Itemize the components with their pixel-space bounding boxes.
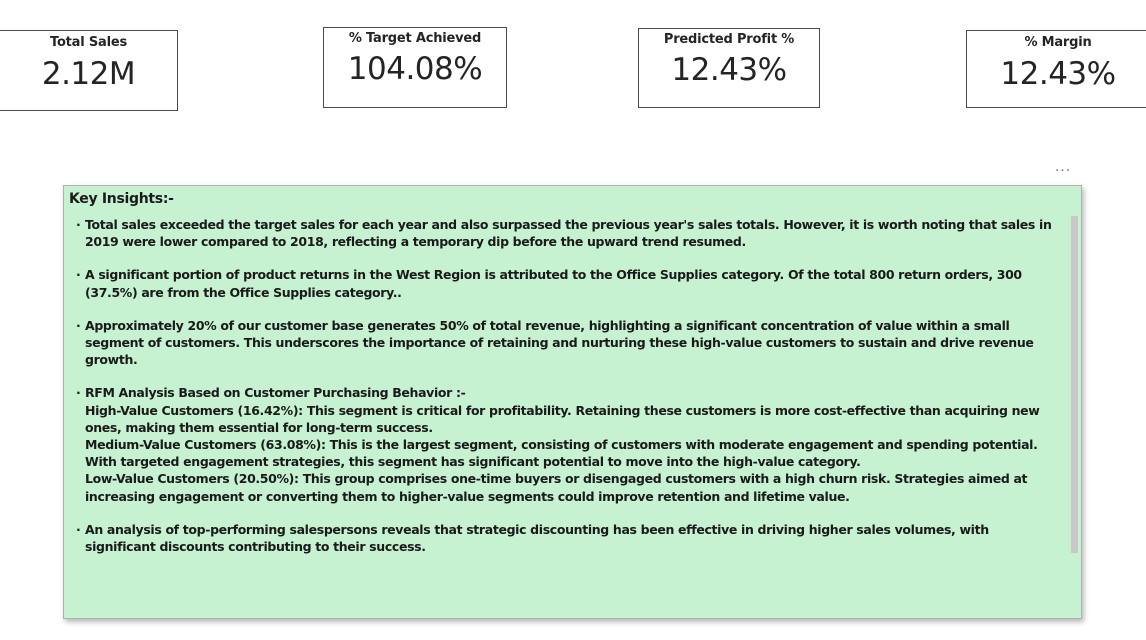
kpi-label: Total Sales bbox=[50, 35, 127, 50]
insight-item: An analysis of top-performing salesperso… bbox=[76, 521, 1060, 555]
kpi-value: 12.43% bbox=[1000, 56, 1116, 92]
insight-heading: RFM Analysis Based on Customer Purchasin… bbox=[85, 385, 466, 401]
kpi-label: % Target Achieved bbox=[348, 31, 482, 46]
kpi-card-total-sales: Total Sales 2.12M bbox=[0, 30, 178, 111]
kpi-value: 2.12M bbox=[41, 56, 136, 92]
vertical-scrollbar[interactable] bbox=[1071, 216, 1078, 553]
kpi-label: % Margin bbox=[1024, 35, 1092, 50]
insight-text: Low-Value Customers (20.50%): This group… bbox=[85, 471, 1028, 504]
insight-item: Total sales exceeded the target sales fo… bbox=[76, 216, 1060, 250]
more-options-icon[interactable]: ... bbox=[1054, 159, 1072, 175]
kpi-value: 104.08% bbox=[347, 51, 483, 87]
insights-list: Total sales exceeded the target sales fo… bbox=[76, 216, 1060, 571]
insight-item: A significant portion of product returns… bbox=[76, 266, 1060, 300]
insight-text: A significant portion of product returns… bbox=[85, 267, 1022, 300]
kpi-card-margin: % Margin 12.43% bbox=[966, 30, 1146, 108]
kpi-label: Predicted Profit % bbox=[663, 32, 795, 47]
insight-text: Approximately 20% of our customer base g… bbox=[85, 317, 1034, 368]
insight-text: Total sales exceeded the target sales fo… bbox=[85, 217, 1052, 250]
kpi-card-predicted-profit: Predicted Profit % 12.43% bbox=[638, 28, 820, 108]
key-insights-panel: Key Insights:- Total sales exceeded the … bbox=[63, 185, 1082, 619]
insight-text: Medium-Value Customers (63.08%): This is… bbox=[85, 437, 1038, 470]
kpi-card-target-achieved: % Target Achieved 104.08% bbox=[323, 27, 507, 108]
insight-item: Approximately 20% of our customer base g… bbox=[76, 317, 1060, 369]
insight-item: RFM Analysis Based on Customer Purchasin… bbox=[76, 384, 1060, 504]
insight-text: High-Value Customers (16.42%): This segm… bbox=[85, 402, 1040, 435]
kpi-value: 12.43% bbox=[671, 52, 787, 88]
insight-text: An analysis of top-performing salesperso… bbox=[85, 521, 989, 555]
insights-title: Key Insights:- bbox=[69, 191, 174, 207]
